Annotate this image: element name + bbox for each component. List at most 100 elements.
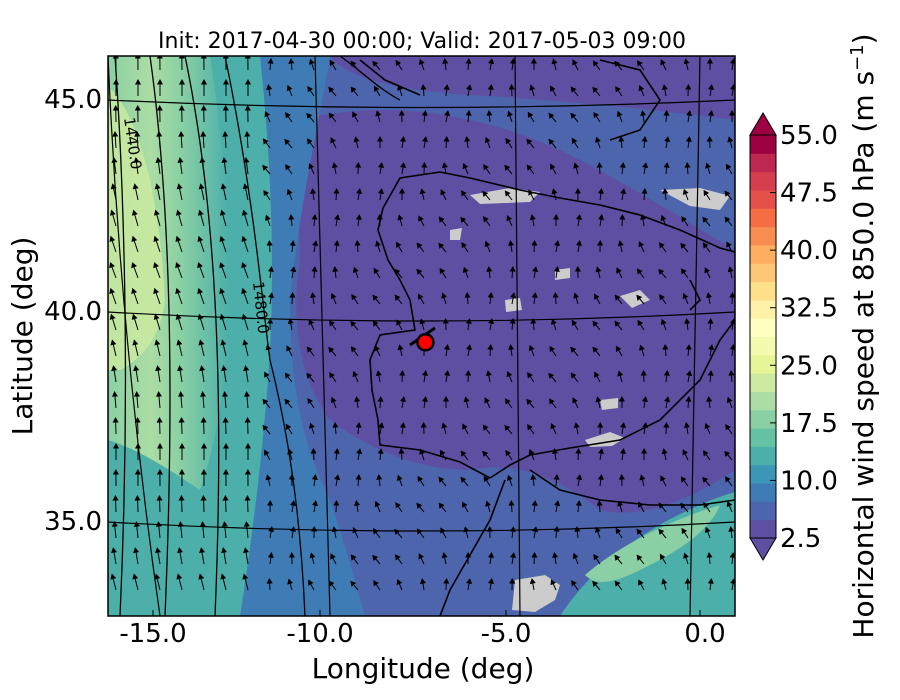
wind-vector-head bbox=[288, 551, 295, 558]
wind-vector-head bbox=[178, 130, 185, 137]
wind-vector-head bbox=[350, 320, 357, 327]
wind-vector-head bbox=[374, 500, 381, 508]
wind-vector-head bbox=[592, 60, 599, 67]
wind-vector-head bbox=[707, 370, 714, 376]
wind-vector-head bbox=[290, 266, 297, 273]
wind-vector-head bbox=[352, 527, 358, 534]
wind-vector-head bbox=[112, 442, 120, 449]
wind-vector-head bbox=[395, 554, 401, 561]
wind-vector-head bbox=[266, 84, 273, 91]
wind-vector-head bbox=[312, 240, 319, 247]
x-axis: -15.0 -10.0 -5.0 0.0 Longitude (deg) bbox=[119, 610, 726, 685]
wind-vector-head bbox=[641, 447, 648, 454]
colorbar-segment bbox=[750, 208, 776, 228]
wind-vector-head bbox=[331, 162, 338, 169]
wind-vector-head bbox=[724, 450, 731, 457]
wind-vector-head bbox=[287, 448, 294, 455]
wind-vector-head bbox=[706, 551, 713, 558]
wind-vector-head bbox=[267, 317, 274, 324]
wind-vector-head bbox=[221, 157, 228, 164]
wind-vector-head bbox=[597, 421, 604, 428]
wind-vector-head bbox=[155, 365, 162, 372]
wind-vector-head bbox=[310, 188, 317, 195]
wind-vector-head bbox=[421, 396, 428, 403]
y-axis-label: Latitude (deg) bbox=[6, 237, 39, 436]
wind-vector-head bbox=[330, 396, 337, 404]
wind-vector-head bbox=[400, 396, 407, 403]
wind-vector-head bbox=[356, 448, 363, 455]
wind-vector-head bbox=[199, 547, 206, 554]
wind-vector-head bbox=[153, 287, 160, 295]
wind-vector-head bbox=[331, 526, 338, 533]
wind-vector-head bbox=[177, 547, 184, 554]
wind-vector-head bbox=[506, 215, 513, 222]
wind-vector-head bbox=[309, 422, 315, 429]
wind-vector-head bbox=[594, 371, 600, 378]
wind-vector-head bbox=[528, 448, 535, 456]
wind-vector-head bbox=[597, 239, 604, 246]
wind-vector-head bbox=[220, 183, 227, 190]
wind-vector-head bbox=[397, 84, 403, 91]
y-axis: 45.0 40.0 35.0 Latitude (deg) bbox=[6, 85, 102, 537]
wind-vector-head bbox=[616, 110, 623, 118]
wind-vector-head bbox=[681, 216, 687, 223]
wind-vector-head bbox=[618, 473, 625, 480]
wind-vector-head bbox=[510, 552, 517, 559]
wind-vector-head bbox=[200, 130, 207, 137]
wind-vector-head bbox=[506, 370, 513, 378]
wind-vector-head bbox=[286, 188, 293, 196]
wind-vector-head bbox=[570, 112, 577, 119]
wind-vector-head bbox=[528, 344, 535, 352]
wind-vector-head bbox=[463, 396, 470, 403]
wind-vector-head bbox=[707, 110, 714, 117]
wind-vector-head bbox=[241, 209, 248, 216]
wind-vector-head bbox=[441, 162, 448, 169]
wind-vector-head bbox=[111, 157, 118, 164]
wind-vector-head bbox=[306, 346, 313, 353]
wind-vector-head bbox=[156, 104, 163, 111]
wind-vector-head bbox=[332, 266, 339, 272]
wind-vector-head bbox=[663, 370, 670, 376]
wind-vector-head bbox=[485, 500, 491, 507]
wind-vector-head bbox=[680, 476, 687, 483]
wind-vector-head bbox=[508, 499, 515, 506]
wind-vector-head bbox=[680, 242, 687, 249]
wind-vector-head bbox=[355, 161, 362, 168]
wind-vector-head bbox=[110, 183, 117, 190]
wind-vector-head bbox=[526, 164, 533, 171]
wind-vector-head bbox=[684, 318, 691, 324]
wind-vector-head bbox=[378, 422, 385, 429]
wind-vector-head bbox=[486, 109, 493, 116]
wind-vector-head bbox=[636, 554, 643, 561]
wind-vector-head bbox=[594, 526, 601, 533]
wind-vector-head bbox=[532, 526, 539, 533]
wind-vector-head bbox=[134, 494, 141, 501]
wind-vector-head bbox=[702, 216, 709, 223]
wind-vector-head bbox=[614, 60, 621, 68]
wind-vector-head bbox=[176, 183, 183, 190]
wind-vector-head bbox=[573, 162, 580, 169]
wind-vector-head bbox=[288, 58, 295, 64]
wind-vector-head bbox=[504, 398, 511, 405]
wind-vector-head bbox=[328, 86, 335, 93]
wind-vector-head bbox=[464, 136, 471, 142]
wind-vector-head bbox=[268, 292, 275, 299]
wind-vector-head bbox=[682, 188, 689, 195]
wind-vector-head bbox=[706, 57, 714, 64]
wind-vector-head bbox=[465, 369, 472, 376]
wind-vector-head bbox=[570, 346, 577, 353]
wind-vector-head bbox=[576, 474, 583, 481]
wind-vector-head bbox=[243, 365, 250, 372]
wind-vector-head bbox=[198, 339, 205, 346]
wind-vector-head bbox=[243, 521, 250, 527]
wind-vector-head bbox=[548, 372, 555, 379]
wind-vector-head bbox=[176, 339, 183, 346]
wind-vector-head bbox=[375, 110, 382, 117]
wind-vector-head bbox=[725, 476, 731, 483]
wind-vector-head bbox=[484, 397, 490, 404]
wind-vector-head bbox=[156, 494, 163, 501]
wind-vector-head bbox=[592, 86, 599, 93]
wind-vector-head bbox=[485, 370, 492, 377]
wind-vector-head bbox=[334, 214, 341, 221]
